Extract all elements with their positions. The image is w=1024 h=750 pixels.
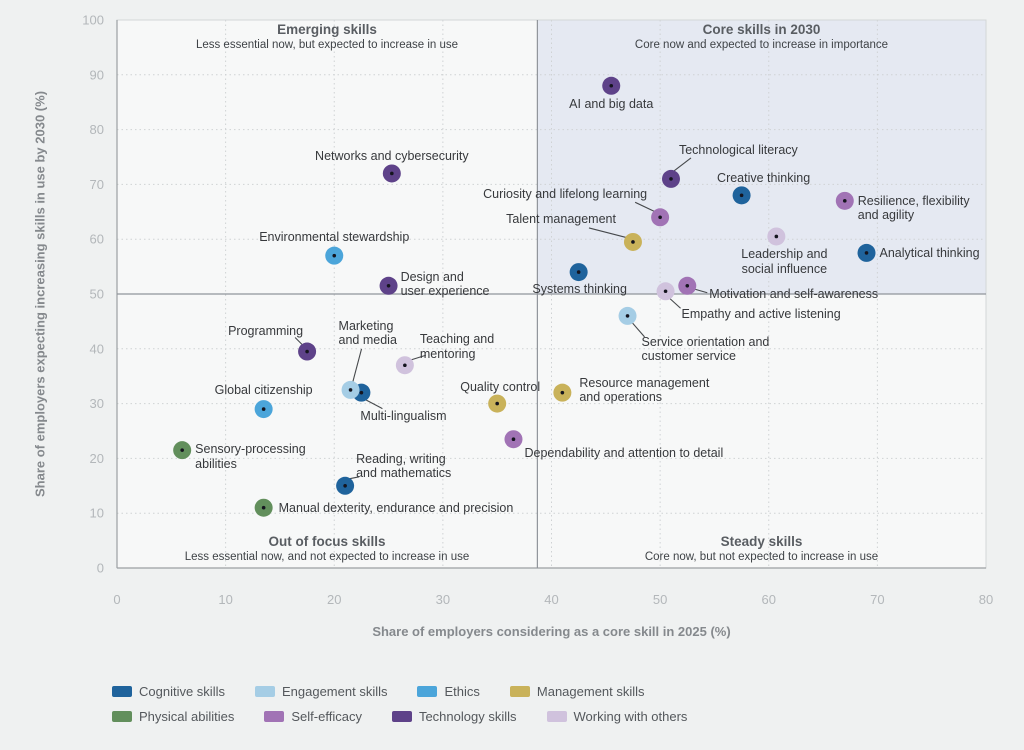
point-dot-center-empathy-and-active-listening xyxy=(663,289,668,294)
legend-label: Working with others xyxy=(573,709,688,724)
highlight-quadrant-background xyxy=(537,20,986,294)
point-dot-center-programming xyxy=(305,349,309,354)
point-dot-center-marketing-and-media xyxy=(348,388,353,392)
x-tick-label: 60 xyxy=(762,592,776,607)
x-tick-label: 70 xyxy=(870,592,884,607)
point-dot-center-technological-literacy xyxy=(669,177,673,181)
legend-item-self-efficacy: Self-efficacy xyxy=(264,709,362,724)
y-tick-label: 70 xyxy=(90,177,104,192)
legend-label: Cognitive skills xyxy=(139,684,225,699)
legend-swatch-icon-self-efficacy xyxy=(264,711,285,722)
point-dot-center-global-citizenship xyxy=(261,407,266,411)
point-dot-center-environmental-stewardship xyxy=(332,253,337,258)
legend-item-ethics: Ethics xyxy=(417,684,480,699)
y-tick-label: 80 xyxy=(90,122,104,137)
leader-line-multi-lingualism xyxy=(365,399,383,410)
point-dot-center-analytical-thinking xyxy=(864,251,869,255)
y-tick-label: 40 xyxy=(90,341,104,356)
legend-label: Ethics xyxy=(444,684,480,699)
point-dot-center-ai-and-big-data xyxy=(609,83,614,88)
point-dot-center-teaching-and-mentoring xyxy=(403,363,407,368)
y-tick-label: 10 xyxy=(90,506,104,521)
leader-line-service-orientation-and-customer-service xyxy=(631,321,645,338)
leader-line-marketing-and-media xyxy=(352,348,363,384)
x-tick-label: 0 xyxy=(113,592,120,607)
point-dot-center-multi-lingualism xyxy=(359,390,364,395)
legend-item-management-skills: Management skills xyxy=(509,684,645,699)
point-dot-center-talent-management xyxy=(631,240,635,244)
x-tick-label: 40 xyxy=(544,592,558,607)
point-dot-center-design-and-user-experience xyxy=(386,283,391,288)
point-dot-center-quality-control xyxy=(495,401,499,406)
x-tick-label: 50 xyxy=(653,592,667,607)
legend-item-engagement-skills: Engagement skills xyxy=(254,684,388,699)
point-dot-center-service-orientation-and-customer-service xyxy=(625,314,630,318)
legend-swatch-icon-engagement-skills xyxy=(254,686,275,697)
legend-row-1: Cognitive skills Engagement skills Ethics M… xyxy=(112,684,717,699)
legend-swatch-icon-working-with-others xyxy=(546,711,567,722)
point-dot-center-systems-thinking xyxy=(576,270,581,274)
legend-swatch-icon-technology-skills xyxy=(391,711,412,722)
legend-swatch-icon-physical-abilities xyxy=(112,711,132,722)
x-tick-label: 30 xyxy=(436,592,450,607)
legend-label: Technology skills xyxy=(418,709,517,724)
point-dot-center-reading-writing-and-mathematics xyxy=(343,484,347,488)
y-tick-label: 20 xyxy=(90,451,104,466)
y-tick-label: 90 xyxy=(90,67,104,82)
point-dot-center-sensory-processing-abilities xyxy=(180,448,184,452)
point-dot-center-dependability-and-attention-to-detail xyxy=(511,437,516,442)
point-dot-center-creative-thinking xyxy=(739,193,744,198)
point-dot-center-resilience-flexibility-and-agility xyxy=(842,199,847,203)
x-tick-label: 80 xyxy=(979,592,993,607)
leader-line-motivation-and-self-awareness xyxy=(693,288,708,294)
leader-line-empathy-and-active-listening xyxy=(669,297,681,309)
leader-line-curiosity-and-lifelong-learning xyxy=(634,201,657,213)
point-dot-center-curiosity-and-lifelong-learning xyxy=(658,215,662,220)
point-dot-center-motivation-and-self-awareness xyxy=(685,283,690,288)
leader-line-talent-management xyxy=(588,227,629,239)
legend-swatch-icon-ethics xyxy=(417,686,438,697)
legend-swatch-icon-cognitive-skills xyxy=(112,686,132,697)
y-axis-title: Share of employers expecting increasing … xyxy=(32,90,48,498)
legend-label: Management skills xyxy=(536,684,645,699)
point-dot-center-manual-dexterity-endurance-and-precision xyxy=(261,505,266,510)
y-tick-label: 50 xyxy=(90,287,104,302)
leader-line-teaching-and-mentoring xyxy=(409,354,427,361)
point-dot-center-leadership-and-social-influence xyxy=(774,234,779,239)
leader-line-technological-literacy xyxy=(673,157,692,172)
legend-item-working-with-others: Working with others xyxy=(546,709,688,724)
point-dot-center-resource-management-and-operations xyxy=(560,390,565,395)
legend-label: Self-efficacy xyxy=(291,709,362,724)
legend-label: Engagement skills xyxy=(281,684,388,699)
point-dot-center-networks-and-cybersecurity xyxy=(390,171,394,176)
x-tick-label: 10 xyxy=(218,592,232,607)
legend-label: Physical abilities xyxy=(139,709,235,724)
y-tick-label: 0 xyxy=(97,561,104,576)
y-tick-label: 60 xyxy=(90,232,104,247)
legend-item-technology-skills: Technology skills xyxy=(391,709,517,724)
legend-item-cognitive-skills: Cognitive skills xyxy=(112,684,225,699)
legend-item-physical-abilities: Physical abilities xyxy=(112,709,234,724)
x-tick-label: 20 xyxy=(327,592,341,607)
legend-swatch-icon-management-skills xyxy=(509,686,530,697)
y-tick-label: 30 xyxy=(90,396,104,411)
plot-canvas: 0 10 20 30 40 50 60 70 80 0 10 20 30 40 50 60 70 80 90 100 xyxy=(82,13,993,608)
y-tick-label: 100 xyxy=(82,13,104,28)
leader-line-reading-writing-and-mathematics xyxy=(349,476,360,480)
legend-row-2: Physical abilities Self-efficacy Technolog… xyxy=(112,709,717,724)
legend: Cognitive skills Engagement skills Ethics M… xyxy=(112,684,717,734)
x-axis-title: Share of employers considering as a core… xyxy=(372,624,731,639)
